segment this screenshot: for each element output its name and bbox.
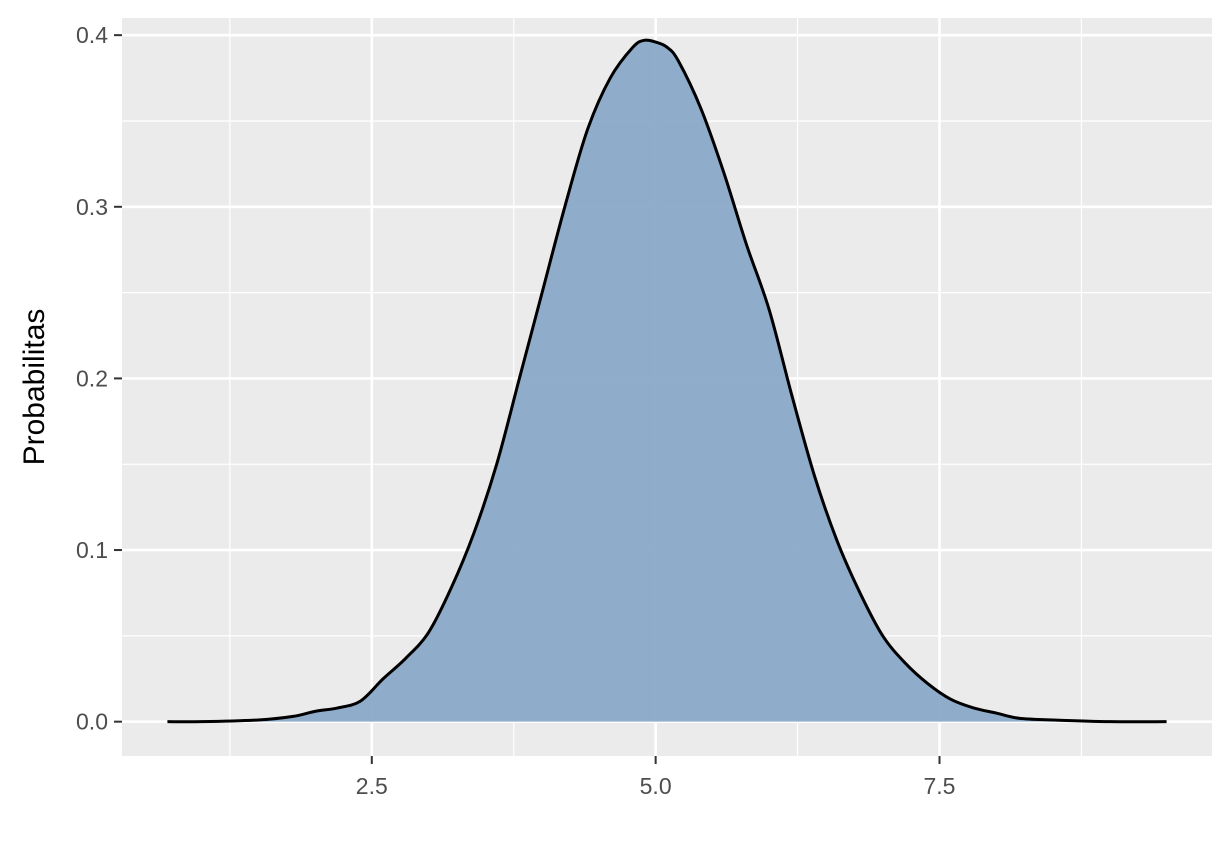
y-tick-label: 0.4 (76, 22, 108, 48)
density-area (167, 40, 1167, 722)
x-tick-label: 7.5 (924, 773, 956, 799)
y-tick-label: 0.0 (76, 709, 108, 735)
y-tick-label: 0.2 (76, 365, 108, 391)
y-tick-label: 0.3 (76, 194, 108, 220)
y-axis: 0.0 0.1 0.2 0.3 0.4 (76, 22, 122, 735)
x-tick-label: 2.5 (356, 773, 388, 799)
density-curve (167, 38, 1167, 724)
y-tick-label: 0.1 (76, 537, 108, 563)
x-axis: 2.5 5.0 7.5 (356, 756, 956, 799)
y-axis-title: Probabilitas (18, 309, 51, 466)
x-tick-label: 5.0 (640, 773, 672, 799)
